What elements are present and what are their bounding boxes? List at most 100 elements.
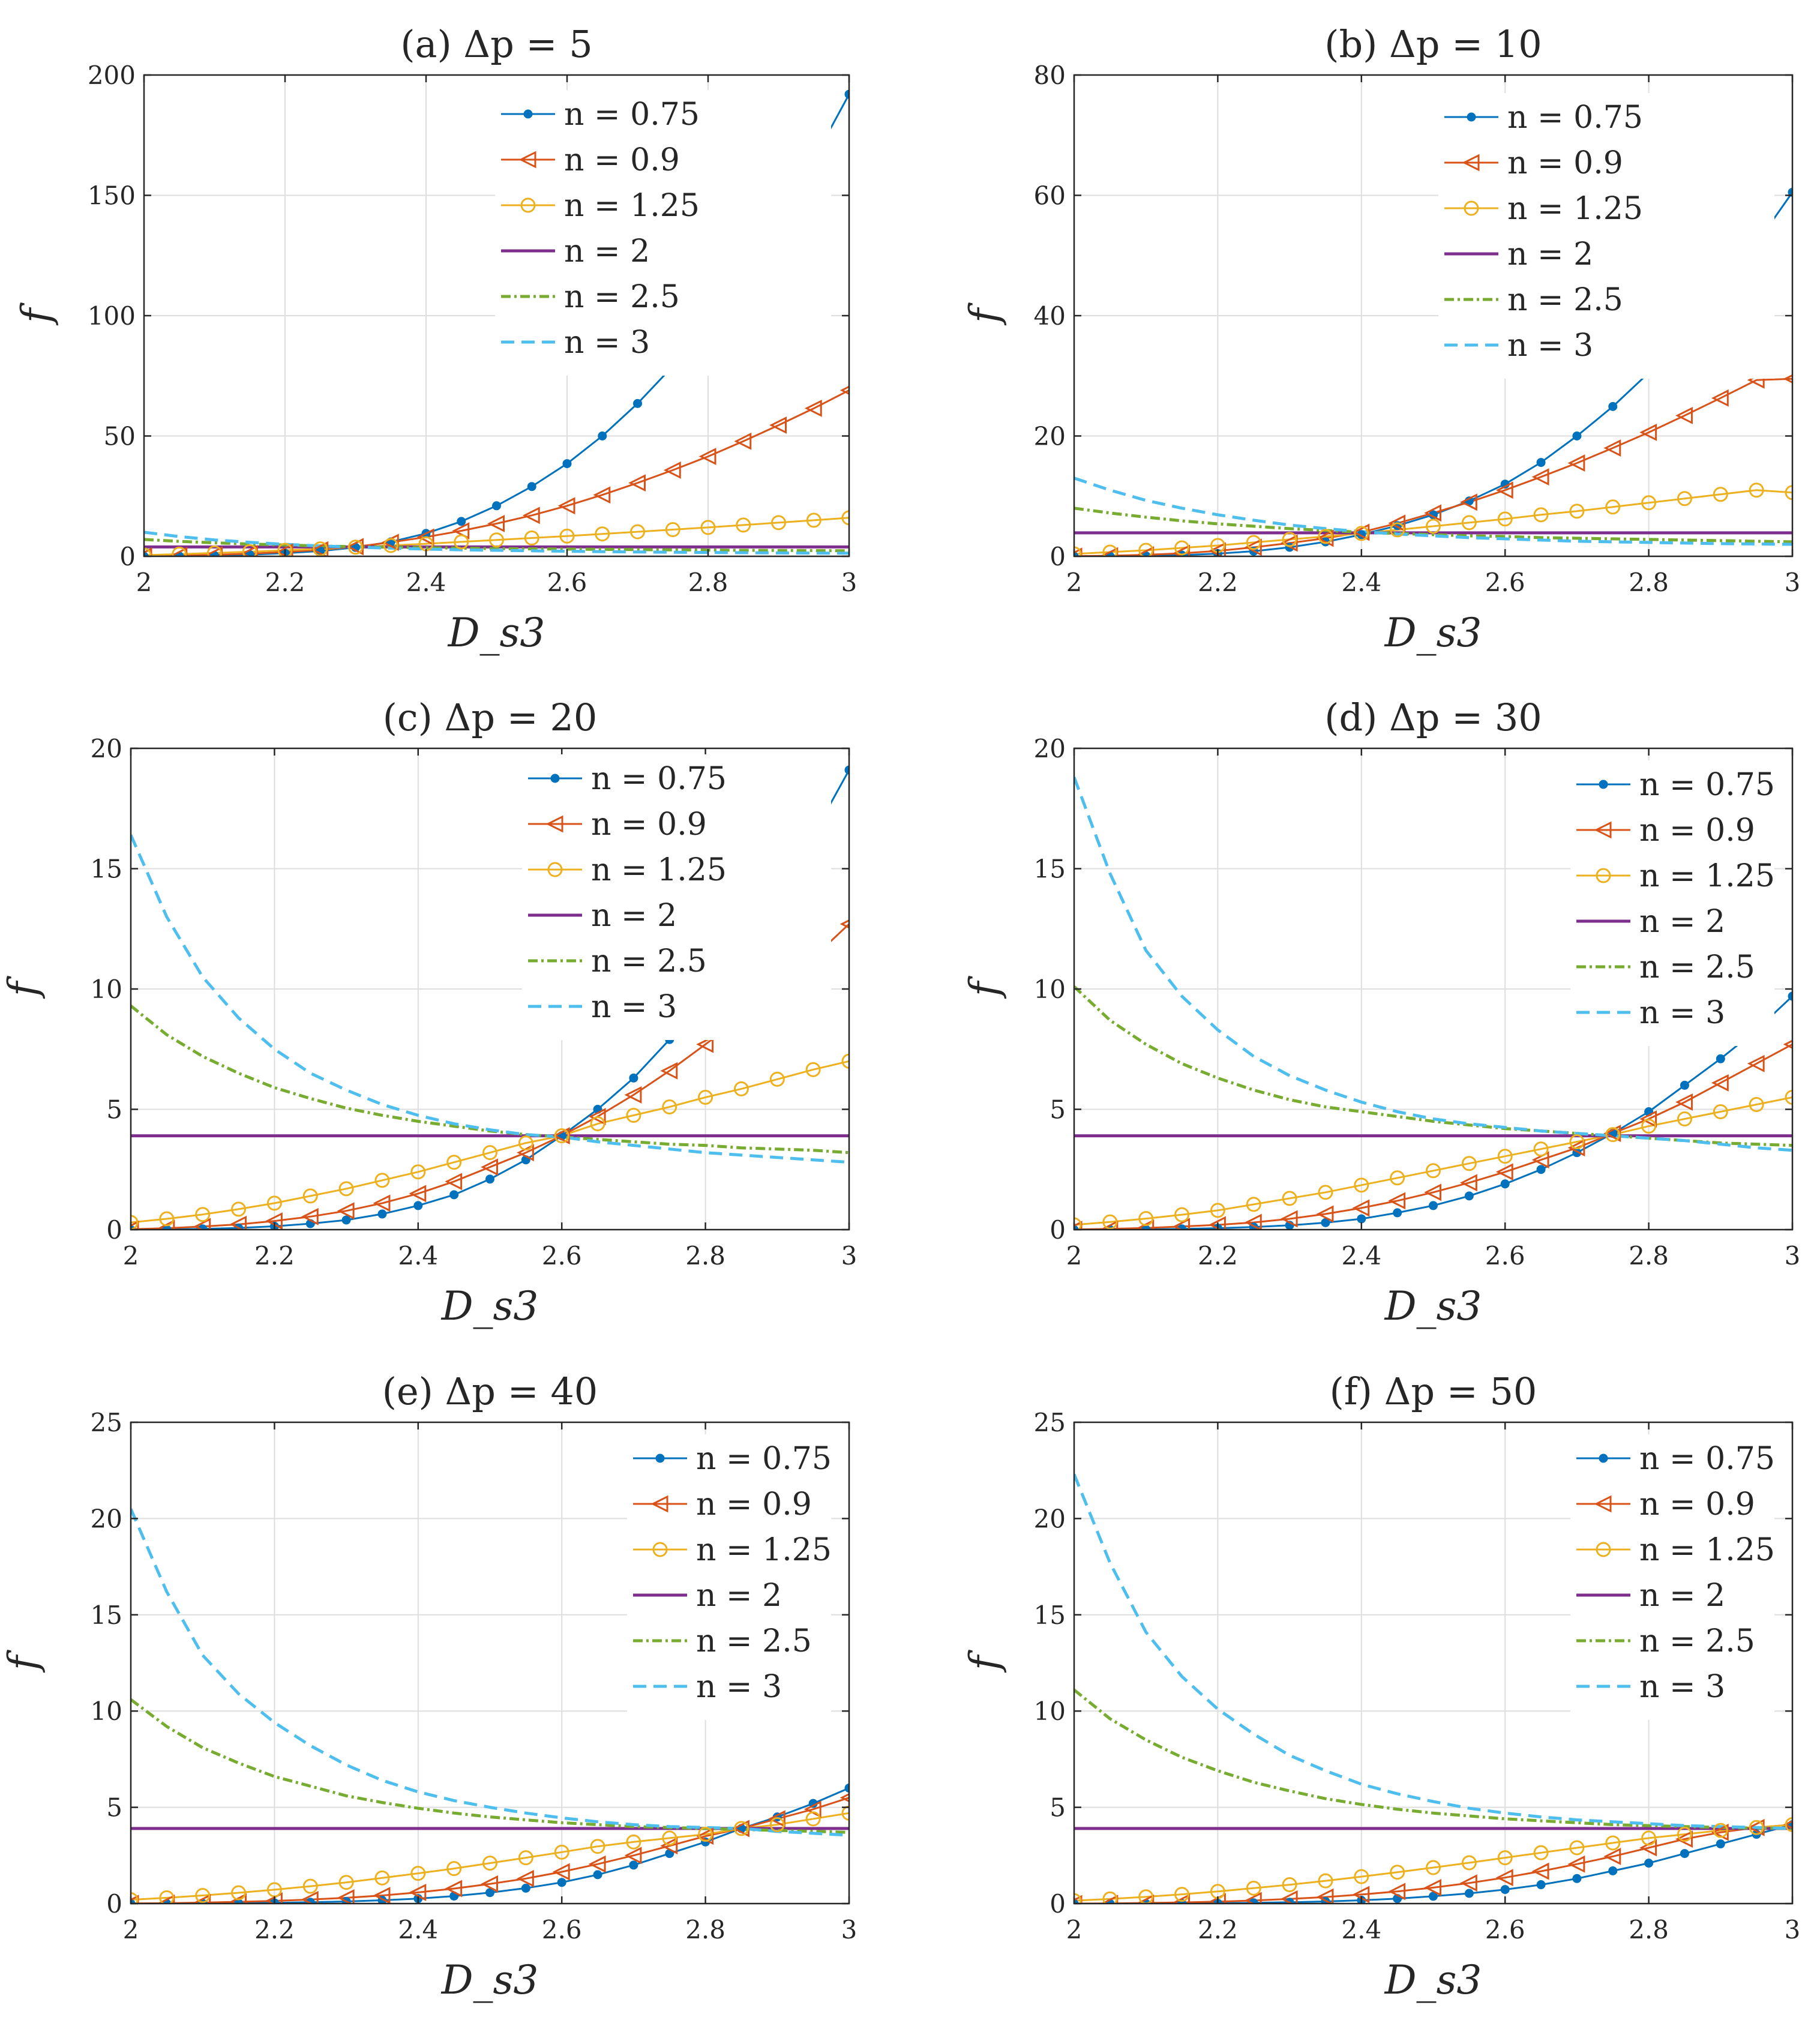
- data-point: [1641, 1119, 1657, 1134]
- series-line: [1074, 489, 1792, 555]
- chart-title: (c) Δp = 20: [383, 696, 598, 739]
- y-tick-label: 15: [1034, 855, 1066, 884]
- data-point: [588, 1108, 606, 1125]
- data-point: [1569, 503, 1585, 519]
- x-tick-label: 3: [841, 568, 857, 597]
- series-layer: [1074, 777, 1792, 1230]
- data-point: [195, 1888, 211, 1904]
- data-point: [1788, 991, 1792, 1001]
- legend-label: n = 0.9: [591, 807, 707, 843]
- data-point: [1680, 1080, 1689, 1090]
- legend-label: n = 2.5: [1639, 949, 1755, 985]
- data-point: [1354, 1177, 1369, 1193]
- data-point: [457, 517, 466, 526]
- data-point: [193, 1893, 211, 1904]
- data-point: [630, 524, 645, 540]
- data-point: [1210, 1203, 1225, 1218]
- axes-box: [130, 1421, 850, 1905]
- series-line: [144, 389, 849, 556]
- data-point: [1594, 1495, 1612, 1513]
- data-point: [1641, 1830, 1657, 1846]
- data-point: [1246, 1880, 1261, 1896]
- data-point: [338, 1875, 354, 1890]
- x-tick-label: 2.2: [1198, 568, 1238, 597]
- series-line: [131, 1508, 849, 1837]
- series-line: [131, 834, 849, 1164]
- data-point: [277, 543, 293, 556]
- data-point: [650, 1495, 668, 1513]
- legend-label: n = 1.25: [564, 188, 700, 224]
- data-point: [374, 1870, 390, 1886]
- data-point: [1244, 1892, 1262, 1904]
- legend-label: n = 0.75: [1639, 767, 1775, 803]
- data-point: [1426, 1860, 1441, 1875]
- x-tick-label: 2.2: [1198, 1915, 1238, 1944]
- data-point: [1074, 1225, 1079, 1230]
- data-point: [652, 1542, 668, 1557]
- legend-label: n = 2: [591, 898, 677, 934]
- data-point: [449, 1190, 459, 1200]
- legend-box: [1438, 93, 1774, 379]
- data-point: [1354, 1869, 1369, 1884]
- data-point: [1138, 1211, 1154, 1227]
- y-tick-label: 15: [91, 1601, 122, 1630]
- data-point: [1424, 504, 1441, 522]
- subplot-a: 2 2.2 2.4 2.6 2.8 3 0 50 100 150 200 (a) Δp = 5 D_s3…: [13, 22, 857, 656]
- data-point: [663, 461, 681, 479]
- data-point: [1074, 546, 1082, 556]
- data-point: [1603, 439, 1621, 457]
- x-tick-label: 2.6: [1485, 568, 1525, 597]
- data-point: [1464, 200, 1479, 216]
- data-point: [1747, 1054, 1765, 1072]
- data-point: [805, 1811, 821, 1827]
- data-point: [410, 1866, 426, 1881]
- data-point: [559, 528, 575, 544]
- data-point: [1531, 1862, 1549, 1880]
- data-point: [523, 109, 533, 119]
- legend-label: n = 0.75: [591, 761, 727, 797]
- legend-label: n = 0.9: [696, 1486, 812, 1523]
- data-point: [1641, 495, 1657, 511]
- legend-label: n = 0.75: [1507, 100, 1643, 136]
- data-point: [242, 544, 257, 556]
- series-line: [144, 531, 849, 555]
- data-point: [1605, 1127, 1621, 1143]
- data-point: [1390, 1865, 1405, 1880]
- data-point: [1536, 1165, 1546, 1174]
- data-point: [1467, 112, 1476, 122]
- data-point: [1749, 1820, 1764, 1835]
- legend-label: n = 2.5: [1507, 282, 1623, 318]
- y-tick-label: 10: [1034, 1697, 1066, 1726]
- data-point: [337, 1202, 355, 1220]
- data-point: [595, 526, 610, 542]
- data-point: [527, 482, 536, 491]
- x-tick-label: 2.2: [254, 1241, 295, 1270]
- x-tick-label: 2.2: [265, 568, 305, 597]
- y-tick-label: 5: [1050, 1793, 1066, 1823]
- legend-label: n = 2.5: [564, 279, 680, 315]
- subplot-d: 2 2.2 2.4 2.6 2.8 3 0 5 10 15 20 (d) Δp = 30 D_s3 f n …: [961, 696, 1800, 1329]
- data-point: [1102, 1214, 1118, 1230]
- legend-label: n = 2: [564, 233, 650, 269]
- legend: n = 0.75 n = 0.9 n = 1.25 n = 2 n = 2.5 n = 3: [627, 1434, 832, 1720]
- data-point: [492, 501, 501, 511]
- series-line: [131, 1060, 849, 1224]
- legend-label: n = 3: [1507, 328, 1593, 364]
- data-point: [769, 1071, 785, 1087]
- data-point: [1461, 1855, 1477, 1871]
- data-point: [229, 1215, 247, 1230]
- data-point: [1388, 1192, 1406, 1210]
- data-point: [734, 432, 752, 450]
- data-point: [1536, 1880, 1546, 1890]
- data-point: [482, 1145, 497, 1161]
- data-point: [733, 1081, 749, 1096]
- x-tick-label: 3: [1785, 1915, 1801, 1944]
- data-point: [660, 1062, 678, 1080]
- legend-label: n = 0.9: [1639, 813, 1755, 849]
- data-point: [1461, 515, 1477, 531]
- legend: n = 0.75 n = 0.9 n = 1.25 n = 2 n = 2.5 n = 3: [495, 90, 831, 376]
- data-point: [1357, 1214, 1366, 1224]
- y-tick-label: 5: [106, 1095, 122, 1125]
- data-point: [1388, 514, 1406, 532]
- data-point: [131, 1899, 136, 1904]
